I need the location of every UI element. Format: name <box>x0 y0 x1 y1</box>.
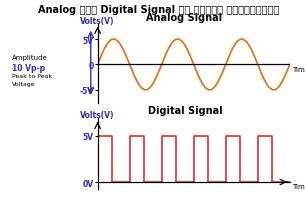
Text: Time (t): Time (t) <box>292 67 305 73</box>
Text: Time (t): Time (t) <box>292 183 305 190</box>
Text: Analog এবং Digital Signal এর মধ্যে পার্থক্যঃ: Analog এবং Digital Signal এর মধ্যে পার্থ… <box>38 5 279 15</box>
Text: Analog Signal: Analog Signal <box>146 13 223 23</box>
Text: Volts(V): Volts(V) <box>80 17 115 26</box>
Text: Voltage: Voltage <box>12 82 36 87</box>
Text: Amplitude: Amplitude <box>12 55 48 61</box>
Text: Peak to Peak: Peak to Peak <box>12 74 52 79</box>
Text: Digital Signal: Digital Signal <box>148 105 223 115</box>
Text: Volts(V): Volts(V) <box>80 110 115 119</box>
Text: 10 Vp-p: 10 Vp-p <box>12 63 45 73</box>
